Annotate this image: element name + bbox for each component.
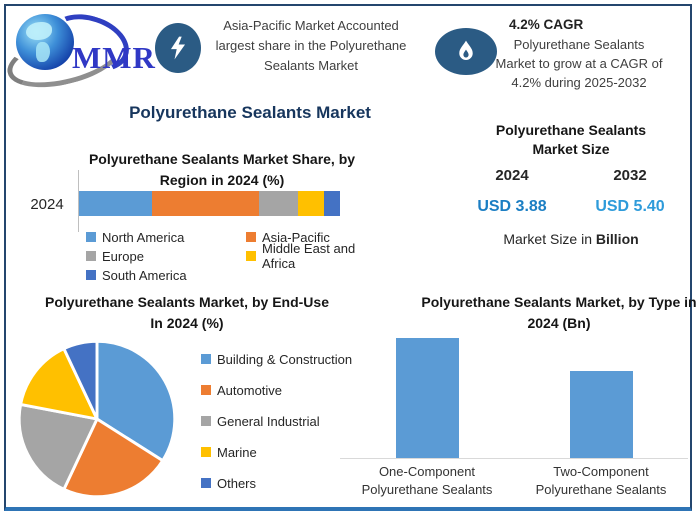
- type-chart-title: Polyurethane Sealants Market, by Type in…: [393, 292, 696, 334]
- market-size-title-line: Polyurethane Sealants: [495, 122, 647, 138]
- region-y-axis-line: [78, 170, 79, 232]
- market-size-value-2032: USD 5.40: [595, 198, 665, 215]
- region-segment-north-america: [79, 191, 153, 216]
- highlight-line: largest share in the Polyurethane: [215, 38, 407, 53]
- legend-label: North America: [102, 229, 185, 245]
- page-title: Polyurethane Sealants Market: [129, 103, 371, 122]
- region-segment-middle-east-and-africa: [298, 191, 325, 216]
- type-chart-title-line: 2024 (Bn): [527, 315, 591, 331]
- type-chart-title-line: Polyurethane Sealants Market, by Type in: [421, 294, 696, 310]
- cagr-value: 4.2% CAGR: [509, 17, 584, 32]
- legend-item-marine: Marine: [201, 444, 361, 460]
- legend-swatch: [246, 232, 256, 242]
- legend-item-automotive: Automotive: [201, 382, 361, 398]
- end-use-chart-title-line: Polyurethane Sealants Market, by End-Use: [45, 294, 329, 310]
- legend-label: Marine: [217, 444, 257, 460]
- legend-label: Middle East and Africa: [262, 241, 356, 271]
- highlight-line: 4.2% during 2025-2032: [511, 75, 647, 90]
- market-size-title: Polyurethane Sealants Market Size: [480, 121, 662, 159]
- legend-item-middle-east-and-africa: Middle East and Africa: [246, 241, 390, 271]
- legend-swatch: [201, 354, 211, 364]
- legend-swatch: [201, 447, 211, 457]
- legend-label: Automotive: [217, 382, 283, 398]
- legend-swatch: [86, 270, 96, 280]
- market-size-note: Market Size in Billion: [470, 231, 672, 247]
- legend-label: Building & Construction: [217, 351, 353, 367]
- region-stacked-bar: [79, 191, 340, 216]
- legend-item-building-construction: Building & Construction: [201, 351, 361, 367]
- region-axis-category: 2024: [30, 196, 64, 213]
- globe-icon: [16, 14, 74, 70]
- legend-swatch: [201, 416, 211, 426]
- lightning-icon: [155, 23, 201, 73]
- pie-slice-others: [62, 339, 99, 421]
- pie-slice-general-industrial: [17, 402, 99, 491]
- flame-glyph: [459, 40, 473, 60]
- highlight-asia-pacific: Asia-Pacific Market Accounted largest sh…: [204, 16, 418, 76]
- highlight-line: Sealants Market: [264, 58, 358, 73]
- market-size-note-unit: Billion: [595, 231, 639, 247]
- end-use-legend: Building & Construction Automotive General…: [201, 351, 361, 506]
- legend-swatch: [86, 232, 96, 242]
- market-size-value-2024: USD 3.88: [477, 198, 547, 215]
- legend-item-europe: Europe: [86, 248, 246, 264]
- legend-item-south-america: South America: [86, 267, 246, 283]
- legend-swatch: [201, 385, 211, 395]
- highlight-cagr: 4.2% CAGR Polyurethane Sealants Market t…: [483, 15, 675, 92]
- region-chart-title-line: Polyurethane Sealants Market Share, by: [88, 151, 356, 167]
- type-bar-labels: One-Component Polyurethane Sealants Two-Co…: [340, 463, 688, 499]
- type-bar-one-component: [395, 338, 459, 458]
- legend-item-asia-pacific: Asia-Pacific: [246, 229, 390, 245]
- highlight-line: Market to grow at a CAGR of: [495, 56, 663, 71]
- legend-label: South America: [102, 267, 187, 283]
- market-size-values: 2024 2032 USD 3.88 USD 5.40: [453, 167, 689, 216]
- mmr-logo: MMR: [1, 4, 162, 98]
- type-bar-plot: [340, 330, 688, 459]
- market-size-year-2024: 2024: [495, 167, 529, 184]
- region-legend: North America Asia-Pacific Europe Middle Ea…: [86, 229, 390, 283]
- region-chart-title: Polyurethane Sealants Market Share, by R…: [58, 149, 386, 191]
- legend-swatch: [201, 478, 211, 488]
- region-segment-south-america: [324, 191, 340, 216]
- highlight-line: Asia-Pacific Market Accounted: [223, 18, 399, 33]
- legend-swatch: [246, 251, 256, 261]
- pie-slice-marine: [19, 347, 99, 421]
- type-bar-label: One-Component Polyurethane Sealants: [361, 464, 493, 497]
- logo-text: MMR: [72, 40, 156, 75]
- legend-label: General Industrial: [217, 413, 320, 429]
- end-use-pie: [17, 339, 177, 499]
- legend-item-general-industrial: General Industrial: [201, 413, 361, 429]
- flame-icon: [435, 28, 497, 75]
- region-segment-asia-pacific: [152, 191, 260, 216]
- legend-item-north-america: North America: [86, 229, 246, 245]
- region-chart-title-line: Region in 2024 (%): [159, 172, 285, 188]
- lightning-glyph: [170, 36, 186, 60]
- region-segment-europe: [259, 191, 299, 216]
- legend-swatch: [86, 251, 96, 261]
- end-use-chart-title-line: In 2024 (%): [150, 315, 224, 331]
- legend-label: Asia-Pacific: [262, 229, 330, 245]
- legend-item-others: Others: [201, 475, 361, 491]
- market-size-year-2032: 2032: [613, 167, 647, 184]
- type-bar-two-component: [569, 371, 633, 458]
- market-size-title-line: Market Size: [532, 141, 610, 157]
- market-size-note-prefix: Market Size in: [503, 231, 596, 247]
- type-bar-label: Two-Component Polyurethane Sealants: [535, 464, 667, 497]
- legend-label: Europe: [102, 248, 144, 264]
- end-use-chart-title: Polyurethane Sealants Market, by End-Use…: [28, 292, 346, 334]
- legend-label: Others: [217, 475, 257, 491]
- highlight-line: Polyurethane Sealants: [513, 37, 645, 52]
